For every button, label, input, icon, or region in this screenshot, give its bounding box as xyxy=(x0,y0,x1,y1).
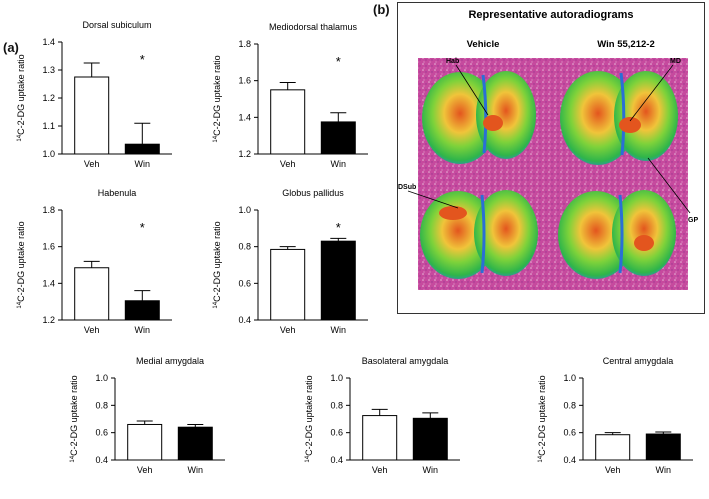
chart-4-y-axis-label: 14C-2-DG uptake ratio xyxy=(212,221,222,308)
chart-5-xtick-label-0: Veh xyxy=(137,465,153,475)
chart-7-ytick-label-3: 1.0 xyxy=(563,373,576,383)
chart-7-bar-win xyxy=(645,433,681,461)
chart-2-significance-marker: * xyxy=(336,54,341,69)
chart-3-title: Habenula xyxy=(98,188,137,198)
chart-2-ytick-label-3: 1.8 xyxy=(238,39,251,49)
chart-1-bar-veh xyxy=(74,76,110,155)
chart-4-ytick-label-0: 0.4 xyxy=(238,315,251,325)
chart-4-significance-marker: * xyxy=(336,220,341,235)
chart-1-ytick-label-2: 1.2 xyxy=(42,93,55,103)
md-pointer xyxy=(629,64,674,122)
section-vehicle-bottom xyxy=(420,190,538,279)
md-label: MD xyxy=(670,58,681,65)
chart-6-bar-veh xyxy=(362,415,398,461)
chart-6-title: Basolateral amygdala xyxy=(362,356,449,366)
chart-4-ytick-label-1: 0.6 xyxy=(238,278,251,288)
chart-6-xtick-label-1: Win xyxy=(423,465,439,475)
chart-1-ytick-label-3: 1.3 xyxy=(42,65,55,75)
chart-3-bar-win xyxy=(124,300,160,321)
chart-1-significance-marker: * xyxy=(140,52,145,67)
hab-label: Hab xyxy=(446,58,459,65)
chart-6-bar-win xyxy=(412,417,448,461)
chart-2-bar-win xyxy=(320,121,356,155)
autoradiogram-title: Representative autoradiograms xyxy=(468,9,633,21)
chart-3-significance-marker: * xyxy=(140,220,145,235)
chart-4-title: Globus pallidus xyxy=(282,188,344,198)
chart-2-xtick-label-1: Win xyxy=(331,159,347,169)
gp-label: GP xyxy=(688,217,698,224)
section-win-bottom xyxy=(558,190,676,279)
autoradiogram-image: Representative autoradiograms Vehicle Wi… xyxy=(398,9,698,290)
chart-4-ytick-label-3: 1.0 xyxy=(238,205,251,215)
chart-5-xtick-label-1: Win xyxy=(188,465,204,475)
chart-5-ytick-label-2: 0.8 xyxy=(95,400,108,410)
chart-3-xtick-label-0: Veh xyxy=(84,325,100,335)
chart-5-bar-veh xyxy=(127,423,163,461)
chart-2-ytick-label-0: 1.2 xyxy=(238,149,251,159)
chart-1-bar-win xyxy=(124,143,160,155)
chart-4-xtick-label-1: Win xyxy=(331,325,347,335)
vehicle-column-label: Vehicle xyxy=(467,39,500,50)
chart-7-ytick-label-1: 0.6 xyxy=(563,428,576,438)
chart-3-xtick-label-1: Win xyxy=(135,325,151,335)
dsub-pointer xyxy=(407,190,459,209)
chart-7-title: Central amygdala xyxy=(603,356,674,366)
gp-pointer xyxy=(647,157,691,214)
chart-5-ytick-label-1: 0.6 xyxy=(95,428,108,438)
chart-5-y-axis-label: 14C-2-DG uptake ratio xyxy=(69,375,79,462)
chart-2-xtick-label-0: Veh xyxy=(280,159,296,169)
chart-2-ytick-label-2: 1.6 xyxy=(238,76,251,86)
chart-6-ytick-label-0: 0.4 xyxy=(330,455,343,465)
chart-3-ytick-label-0: 1.2 xyxy=(42,315,55,325)
chart-3-ytick-label-1: 1.4 xyxy=(42,278,55,288)
chart-1-ytick-label-0: 1.0 xyxy=(42,149,55,159)
panel-b-label: (b) xyxy=(373,2,390,17)
win-column-label: Win 55,212-2 xyxy=(597,39,654,50)
chart-6-y-axis-label: 14C-2-DG uptake ratio xyxy=(304,375,314,462)
chart-2-title: Mediodorsal thalamus xyxy=(269,22,358,32)
chart-4-ytick-label-2: 0.8 xyxy=(238,242,251,252)
chart-1-xtick-label-1: Win xyxy=(135,159,151,169)
chart-6-ytick-label-2: 0.8 xyxy=(330,400,343,410)
chart-6-ytick-label-3: 1.0 xyxy=(330,373,343,383)
section-vehicle-top xyxy=(422,71,536,164)
chart-7-xtick-label-0: Veh xyxy=(605,465,621,475)
chart-5-ytick-label-0: 0.4 xyxy=(95,455,108,465)
chart-1-xtick-label-0: Veh xyxy=(84,159,100,169)
chart-3-bar-veh xyxy=(74,267,110,321)
chart-7-ytick-label-2: 0.8 xyxy=(563,400,576,410)
chart-3-ytick-label-2: 1.6 xyxy=(42,242,55,252)
chart-7-bar-veh xyxy=(595,434,631,461)
chart-7-xtick-label-1: Win xyxy=(656,465,672,475)
chart-5-bar-win xyxy=(177,426,213,461)
chart-2-y-axis-label: 14C-2-DG uptake ratio xyxy=(212,55,222,142)
chart-4-bar-veh xyxy=(270,248,306,321)
chart-1-y-axis-label: 14C-2-DG uptake ratio xyxy=(16,54,26,141)
chart-4-bar-win xyxy=(320,240,356,321)
chart-7-y-axis-label: 14C-2-DG uptake ratio xyxy=(537,375,547,462)
autoradiograms-panel: Representative autoradiograms Vehicle Wi… xyxy=(397,2,705,314)
chart-1-ytick-label-1: 1.1 xyxy=(42,121,55,131)
chart-6-xtick-label-0: Veh xyxy=(372,465,388,475)
chart-3-y-axis-label: 14C-2-DG uptake ratio xyxy=(16,221,26,308)
hab-pointer xyxy=(455,64,489,116)
chart-5-ytick-label-3: 1.0 xyxy=(95,373,108,383)
chart-6-ytick-label-1: 0.6 xyxy=(330,428,343,438)
dsub-label: DSub xyxy=(398,184,416,191)
panel-a-label: (a) xyxy=(3,40,19,55)
chart-4-xtick-label-0: Veh xyxy=(280,325,296,335)
chart-3-ytick-label-3: 1.8 xyxy=(42,205,55,215)
chart-2-bar-veh xyxy=(270,89,306,155)
section-win-top xyxy=(560,71,678,165)
chart-2-ytick-label-1: 1.4 xyxy=(238,112,251,122)
chart-1-title: Dorsal subiculum xyxy=(82,20,151,30)
chart-7-ytick-label-0: 0.4 xyxy=(563,455,576,465)
chart-5-title: Medial amygdala xyxy=(136,356,204,366)
chart-1-ytick-label-4: 1.4 xyxy=(42,37,55,47)
